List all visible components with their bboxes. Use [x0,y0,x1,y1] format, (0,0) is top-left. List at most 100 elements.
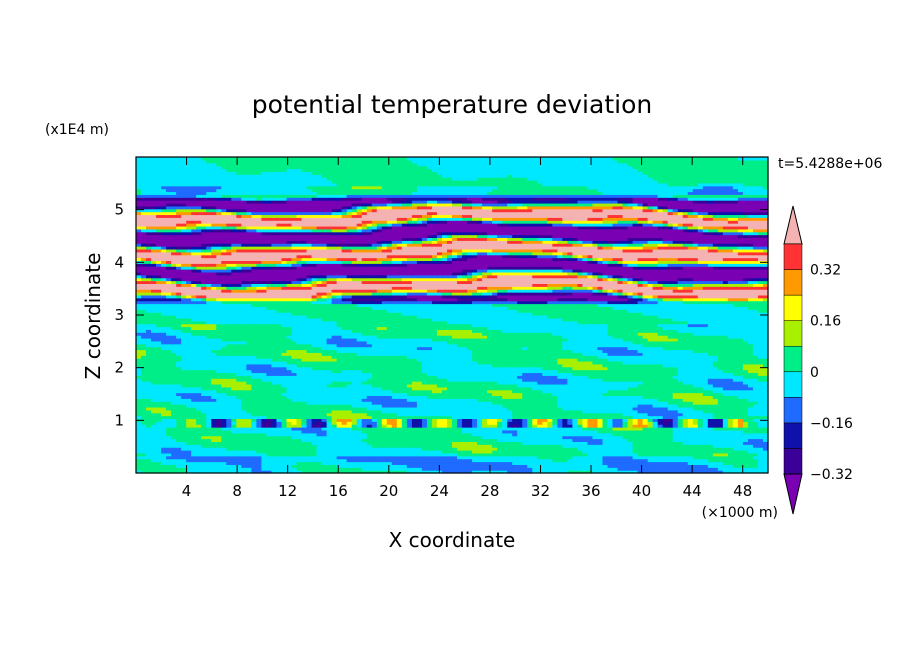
heatmap-cell [406,461,413,465]
heatmap-cell [552,447,558,451]
heatmap-cell [391,455,398,460]
heatmap-cell [477,450,483,454]
heatmap-cell [722,455,729,460]
heatmap-cell [627,450,634,454]
heatmap-cell [727,467,734,471]
heatmap-cell [632,467,639,471]
heatmap-cell [396,447,403,451]
heatmap-cell [411,447,418,451]
heatmap-cell [436,444,443,448]
heatmap-cell [316,467,323,471]
heatmap-cell [597,452,604,457]
heatmap-cell [482,450,488,454]
heatmap-cell [497,467,503,471]
heatmap-cell [176,447,182,451]
heatmap-cell [306,461,313,465]
heatmap-cell [582,464,589,468]
heatmap-cell [421,464,428,468]
heatmap-cell [431,455,438,460]
heatmap-cell [487,450,493,454]
heatmap-cell [602,444,609,448]
heatmap-cell [472,455,478,460]
heatmap-cell [211,458,217,463]
heatmap-cell [542,464,548,468]
heatmap-cell [271,450,278,454]
heatmap-cell [246,450,252,454]
heatmap-cell [251,447,257,451]
heatmap-cell [196,452,202,457]
heatmap-cell [757,461,764,465]
heatmap-cell [617,458,624,463]
heatmap-cell [747,447,754,451]
heatmap-cell [562,444,568,448]
heatmap-cell [181,458,187,463]
heatmap-cell [346,464,353,468]
heatmap-cell [346,450,353,454]
heatmap-cell [286,470,293,474]
heatmap-cell [712,447,719,451]
heatmap-cell [482,467,488,471]
heatmap-cell [411,444,418,448]
heatmap-cell [266,452,273,457]
heatmap-cell [216,470,222,474]
heatmap-cell [201,470,207,474]
heatmap-cell [577,444,584,448]
heatmap-cell [301,470,308,474]
heatmap-cell [216,458,222,463]
heatmap-cell [431,470,438,474]
heatmap-cell [286,461,293,465]
heatmap-cell [366,441,373,445]
heatmap-cell [482,455,488,460]
heatmap-cell [547,461,553,465]
heatmap-cell [381,444,388,448]
heatmap-cell [632,458,639,463]
heatmap-cell [487,455,493,460]
heatmap-cell [151,467,157,471]
heatmap-cell [406,455,413,460]
heatmap-cell [532,455,538,460]
heatmap-cell [502,461,508,465]
heatmap-cell [171,447,177,451]
heatmap-cell [341,458,348,463]
heatmap-cell [221,441,227,445]
heatmap-cell [246,452,252,457]
heatmap-cell [431,467,438,471]
heatmap-cell [141,461,147,465]
heatmap-cell [366,470,373,474]
heatmap-cell [191,464,197,468]
heatmap-cell [477,455,483,460]
heatmap-cell [467,447,473,451]
heatmap-cell [266,441,273,445]
heatmap-cell [542,470,548,474]
heatmap-cell [717,458,724,463]
heatmap-cell [737,455,744,460]
heatmap-cell [657,470,664,474]
heatmap-cell [587,444,594,448]
heatmap-cell [171,458,177,463]
heatmap-cell [176,467,182,471]
heatmap-cell [156,467,162,471]
heatmap-cell [477,470,483,474]
heatmap-cell [171,450,177,454]
heatmap-cell [181,447,187,451]
heatmap-cell [587,464,594,468]
heatmap-cell [612,467,619,471]
heatmap-cell [276,461,283,465]
heatmap-cell [216,450,222,454]
heatmap-cell [211,467,217,471]
heatmap-cell [747,461,754,465]
heatmap-cell [712,444,719,448]
heatmap-cell [677,458,684,463]
heatmap-cell [552,452,558,457]
heatmap-cell [266,458,273,463]
heatmap-cell [732,470,739,474]
heatmap-cell [512,458,518,463]
heatmap-cell [146,450,152,454]
heatmap-cell [742,464,749,468]
heatmap-cell [642,467,649,471]
heatmap-cell [401,461,408,465]
heatmap-cell [151,447,157,451]
heatmap-cell [241,455,247,460]
heatmap-cell [371,441,378,445]
time-label: t=5.4288e+06 [778,156,882,172]
